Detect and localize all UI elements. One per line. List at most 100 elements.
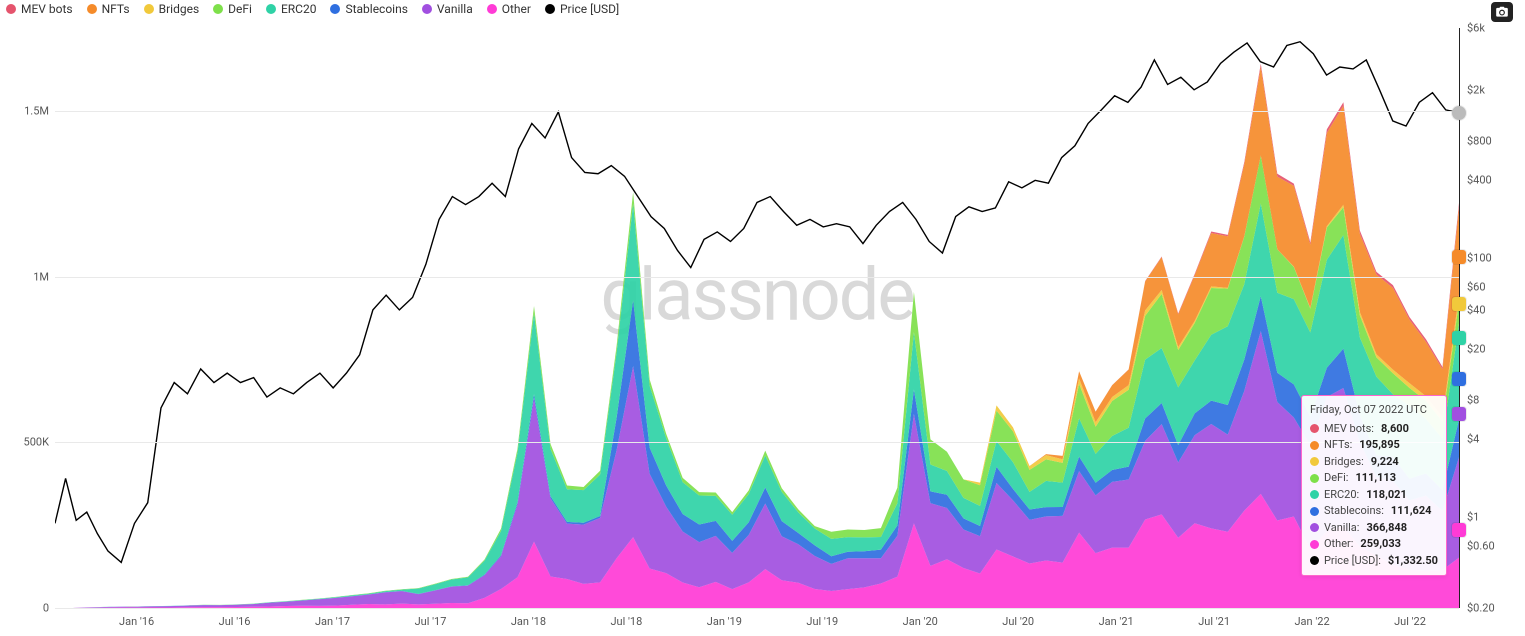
y-left-tick: 1.5M: [7, 104, 49, 117]
tooltip-row: ERC20:118,021: [1310, 487, 1438, 504]
y-left-tick: 500K: [7, 436, 49, 449]
legend-swatch: [266, 4, 276, 14]
export-image-button[interactable]: [1491, 2, 1513, 22]
tooltip-row: DeFi: 111,113: [1310, 470, 1438, 487]
tooltip-swatch: [1310, 424, 1319, 433]
edge-marker: [1452, 331, 1466, 345]
x-tick: Jul '16: [219, 615, 251, 628]
legend-swatch: [6, 4, 16, 14]
legend-swatch: [545, 4, 555, 14]
legend-label: Bridges: [159, 2, 200, 16]
x-tick: Jul '22: [1394, 615, 1426, 628]
legend-label: Vanilla: [437, 2, 473, 16]
y-right-tick: $1: [1467, 511, 1509, 524]
legend: MEV bots NFTs Bridges DeFi ERC20 Stablecoins V…: [6, 2, 619, 16]
tooltip-row: Stablecoins:111,624: [1310, 503, 1438, 520]
tooltip-series-name: Stablecoins:: [1324, 503, 1384, 520]
tooltip-row: Other: 259,033: [1310, 536, 1438, 553]
y-right-tick: $8: [1467, 394, 1509, 407]
y-right-tick: $0.60: [1467, 540, 1509, 553]
legend-swatch: [487, 4, 497, 14]
tooltip-swatch: [1310, 523, 1319, 532]
tooltip-series-name: Other:: [1324, 536, 1353, 553]
tooltip-series-value: 366,848: [1366, 520, 1407, 537]
tooltip-series-name: DeFi:: [1324, 470, 1348, 487]
x-tick: Jan '18: [511, 615, 546, 628]
x-tick: Jul '17: [415, 615, 447, 628]
x-tick: Jul '21: [1198, 615, 1230, 628]
edge-marker: [1452, 407, 1466, 421]
tooltip-swatch: [1310, 441, 1319, 450]
legend-swatch: [213, 4, 223, 14]
tooltip-series-name: MEV bots:: [1324, 421, 1374, 438]
price-end-marker: [1452, 106, 1466, 120]
tooltip-series-name: Price [USD]:: [1324, 553, 1381, 570]
y-right-tick: $4: [1467, 433, 1509, 446]
x-tick: Jul '20: [1002, 615, 1034, 628]
edge-marker: [1452, 372, 1466, 386]
legend-item-other[interactable]: Other: [487, 2, 531, 16]
tooltip-series-value: 9,224: [1371, 454, 1399, 471]
y-right-tick: $6k: [1467, 22, 1509, 35]
y-right-tick: $0.20: [1467, 602, 1509, 615]
edge-marker: [1452, 250, 1466, 264]
legend-item-nfts[interactable]: NFTs: [87, 2, 130, 16]
legend-item-bridges[interactable]: Bridges: [144, 2, 200, 16]
y-right-tick: $100: [1467, 252, 1509, 265]
y-left-tick: 0: [7, 602, 49, 615]
x-tick: Jan '21: [1099, 615, 1134, 628]
tooltip-row: Vanilla: 366,848: [1310, 520, 1438, 537]
legend-item-erc20[interactable]: ERC20: [266, 2, 317, 16]
tooltip-row: MEV bots: 8,600: [1310, 421, 1438, 438]
tooltip-row: Price [USD]: $1,332.50: [1310, 553, 1438, 570]
legend-label: Other: [502, 2, 531, 16]
y-right-tick: $800: [1467, 135, 1509, 148]
tooltip-row: Bridges: 9,224: [1310, 454, 1438, 471]
tooltip-series-value: 118,021: [1366, 487, 1407, 504]
tooltip-swatch: [1310, 490, 1319, 499]
x-tick: Jan '22: [1294, 615, 1329, 628]
legend-swatch: [422, 4, 432, 14]
tooltip-swatch: [1310, 556, 1319, 565]
legend-swatch: [87, 4, 97, 14]
x-tick: Jan '17: [315, 615, 350, 628]
tooltip-row: NFTs: 195,895: [1310, 437, 1438, 454]
legend-item-mev-bots[interactable]: MEV bots: [6, 2, 73, 16]
y-right-tick: $40: [1467, 303, 1509, 316]
y-right-tick: $400: [1467, 174, 1509, 187]
y-right-tick: $20: [1467, 342, 1509, 355]
camera-icon: [1495, 5, 1509, 19]
tooltip-series-value: 8,600: [1381, 421, 1409, 438]
tooltip: Friday, Oct 07 2022 UTC MEV bots:8,600NF…: [1301, 395, 1447, 576]
x-tick: Jan '19: [707, 615, 742, 628]
y-left-tick: 1M: [7, 270, 49, 283]
tooltip-title: Friday, Oct 07 2022 UTC: [1310, 402, 1438, 419]
legend-item-vanilla[interactable]: Vanilla: [422, 2, 473, 16]
x-tick: Jul '18: [610, 615, 642, 628]
legend-item-price-usd-[interactable]: Price [USD]: [545, 2, 619, 16]
edge-marker: [1452, 297, 1466, 311]
chart-svg: [55, 28, 1459, 608]
x-tick: Jan '20: [903, 615, 938, 628]
edge-marker: [1452, 523, 1466, 537]
tooltip-series-name: NFTs:: [1324, 437, 1352, 454]
legend-item-stablecoins[interactable]: Stablecoins: [330, 2, 407, 16]
legend-label: Stablecoins: [345, 2, 407, 16]
legend-swatch: [144, 4, 154, 14]
y-right-tick: $60: [1467, 281, 1509, 294]
legend-swatch: [330, 4, 340, 14]
x-tick: Jul '19: [806, 615, 838, 628]
legend-label: MEV bots: [21, 2, 73, 16]
tooltip-series-value: $1,332.50: [1388, 553, 1438, 570]
tooltip-series-value: 259,033: [1360, 536, 1401, 553]
tooltip-series-name: Vanilla:: [1324, 520, 1360, 537]
x-tick: Jan '16: [119, 615, 154, 628]
legend-item-defi[interactable]: DeFi: [213, 2, 252, 16]
tooltip-series-value: 195,895: [1359, 437, 1400, 454]
tooltip-series-value: 111,113: [1355, 470, 1396, 487]
tooltip-series-name: Bridges:: [1324, 454, 1364, 471]
tooltip-swatch: [1310, 474, 1319, 483]
tooltip-swatch: [1310, 540, 1319, 549]
legend-label: NFTs: [102, 2, 130, 16]
chart-area[interactable]: glassnode 0500K1M1.5M$0.20$0.60$1$4$8$20…: [55, 28, 1460, 608]
